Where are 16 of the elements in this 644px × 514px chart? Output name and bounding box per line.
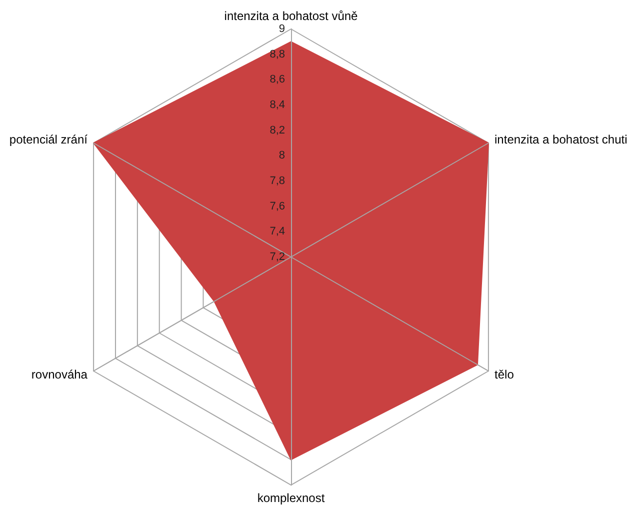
y-tick-label: 7,2 — [270, 251, 285, 263]
spoke-label: tělo — [494, 368, 514, 382]
spoke-label: intenzita a bohatost vůně — [224, 9, 358, 23]
spoke-label: potenciál zrání — [9, 132, 88, 146]
y-tick-label: 7,4 — [270, 226, 285, 238]
y-tick-label: 7,6 — [270, 200, 285, 212]
y-tick-label: 8,4 — [270, 99, 285, 111]
spoke-label: intenzita a bohatost chuti — [494, 132, 628, 146]
spoke-label: komplexnost — [257, 491, 326, 505]
spoke-label: rovnováha — [31, 368, 88, 382]
y-tick-label: 8,6 — [270, 74, 285, 86]
y-tick-label: 9 — [278, 23, 285, 35]
y-tick-label: 8,2 — [270, 124, 285, 136]
y-tick-label: 8,8 — [270, 48, 285, 60]
y-tick-label: 7,8 — [270, 175, 285, 187]
y-tick-label: 8 — [278, 150, 285, 162]
